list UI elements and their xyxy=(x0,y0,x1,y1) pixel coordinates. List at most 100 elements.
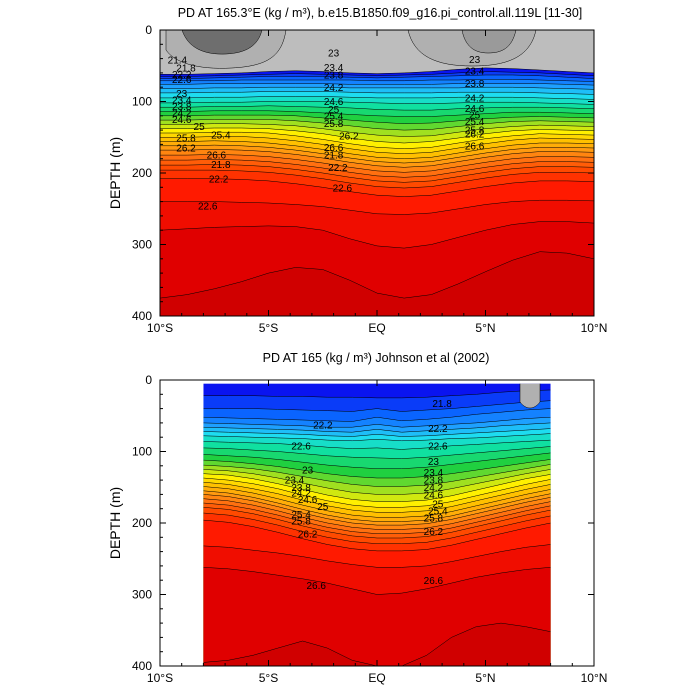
contour-line xyxy=(160,119,594,131)
contour-line xyxy=(203,502,551,534)
contour-label: 24.2 xyxy=(291,489,311,500)
contour-label: 23.4 xyxy=(324,63,344,74)
contour-label: 24.2 xyxy=(424,483,444,494)
contour-line xyxy=(160,110,594,117)
contour-label: 21.8 xyxy=(176,64,196,75)
contour-label: 23.8 xyxy=(172,102,192,113)
contour-line xyxy=(203,400,551,412)
panel-top-tick-labels: 10°S 5°S EQ 5°N 10°N 0 100 200 300 400 xyxy=(132,23,607,335)
contour-label: 26.6 xyxy=(306,581,326,592)
contour-line xyxy=(203,507,551,539)
contour-line xyxy=(160,83,594,86)
x-tick-label: 5°S xyxy=(259,671,278,685)
contour-line xyxy=(203,464,551,487)
contour-label: 25.8 xyxy=(465,126,485,137)
x-tick-label: 5°N xyxy=(475,671,495,685)
low-density-region xyxy=(461,30,517,54)
contour-line xyxy=(160,178,594,197)
y-tick-label: 200 xyxy=(132,516,152,530)
contour-label: 24.2 xyxy=(324,83,344,94)
x-tick-label: 5°N xyxy=(475,321,495,335)
contour-label: 23 xyxy=(428,457,440,468)
contour-line xyxy=(160,136,594,154)
contour-label: 24.6 xyxy=(465,104,485,115)
contour-label: 23.4 xyxy=(285,476,305,487)
contour-line xyxy=(160,86,594,90)
contour-line xyxy=(160,199,594,215)
contour-label: 23.8 xyxy=(465,79,485,90)
contour-label: 22.6 xyxy=(172,75,192,86)
contour-label: 25.8 xyxy=(324,119,344,130)
contour-line xyxy=(203,416,551,428)
contour-line xyxy=(160,169,594,189)
contour-label: 22.2 xyxy=(172,70,192,81)
x-tick-label: 10°S xyxy=(147,671,173,685)
y-tick-label: 0 xyxy=(145,373,152,387)
contour-line xyxy=(203,512,551,544)
panel-top-contour-plot: 21.421.822.222.62323.423.824.224.62525.4… xyxy=(159,29,595,317)
contour-line xyxy=(203,473,551,502)
contour-label: 21.4 xyxy=(168,56,188,67)
lowest-density-region xyxy=(181,30,263,55)
contour-line xyxy=(203,544,551,568)
contour-label: 26.2 xyxy=(339,131,359,142)
y-tick-label: 300 xyxy=(132,238,152,252)
x-tick-label: 10°S xyxy=(147,321,173,335)
contour-line xyxy=(203,389,551,399)
contour-label: 25.8 xyxy=(176,134,196,145)
contour-label: 23 xyxy=(328,49,340,60)
contour-label: 23 xyxy=(302,466,314,477)
contour-line xyxy=(203,519,551,552)
contour-line xyxy=(203,477,551,508)
contour-line xyxy=(203,459,551,479)
contour-label: 23 xyxy=(469,55,481,66)
x-tick-label: 10°N xyxy=(581,671,608,685)
x-tick-label: EQ xyxy=(368,671,385,685)
contour-line xyxy=(203,433,551,442)
contour-label: 23.8 xyxy=(324,71,344,82)
y-tick-label: 0 xyxy=(145,23,152,37)
contour-label: 25.4 xyxy=(465,117,485,128)
contour-label: 23.4 xyxy=(172,96,192,107)
contour-line xyxy=(160,127,594,144)
density-layer xyxy=(203,623,551,666)
low-density-region xyxy=(519,383,541,409)
contour-label: 22.6 xyxy=(198,202,218,213)
y-tick-label: 200 xyxy=(132,166,152,180)
contour-label: 22.2 xyxy=(313,421,333,432)
contour-line xyxy=(203,428,551,437)
contour-label: 24.2 xyxy=(465,94,485,105)
contour-line xyxy=(203,486,551,518)
panel-bottom-tick-labels: 10°S 5°S EQ 5°N 10°N 0 100 200 300 400 xyxy=(132,373,607,685)
contour-line xyxy=(203,408,551,422)
x-tick-label: 10°N xyxy=(581,321,608,335)
x-tick-label: 5°S xyxy=(259,321,278,335)
panel-top-ylabel: DEPTH (m) xyxy=(107,137,123,209)
contour-label: 22.6 xyxy=(333,184,353,195)
contour-line xyxy=(203,481,551,513)
contour-line xyxy=(160,164,594,183)
contour-label: 21.8 xyxy=(211,160,231,171)
contour-label: 26.6 xyxy=(324,143,344,154)
contour-label: 22.6 xyxy=(291,441,311,452)
contour-label: 26.6 xyxy=(465,141,485,152)
contour-label: 22.2 xyxy=(428,424,448,435)
panel-top-title: PD AT 165.3°E (kg / m³), b.e15.B1850.f09… xyxy=(178,6,583,20)
contour-label: 25.4 xyxy=(291,510,311,521)
contour-line xyxy=(160,149,594,168)
contour-label: 24.6 xyxy=(324,97,344,108)
contour-label: 25 xyxy=(432,499,444,510)
contour-line xyxy=(160,101,594,105)
contour-line xyxy=(160,96,594,100)
contour-label: 26.2 xyxy=(424,527,444,538)
contour-label: 24.6 xyxy=(172,115,192,126)
contour-line xyxy=(160,74,594,79)
contour-line xyxy=(160,79,594,82)
y-tick-label: 400 xyxy=(132,309,152,323)
density-layer xyxy=(160,251,594,316)
y-tick-label: 400 xyxy=(132,659,152,673)
contour-line xyxy=(160,105,594,111)
contour-line xyxy=(160,159,594,178)
contour-label: 22.6 xyxy=(428,441,448,452)
contour-label: 24.2 xyxy=(172,109,192,120)
